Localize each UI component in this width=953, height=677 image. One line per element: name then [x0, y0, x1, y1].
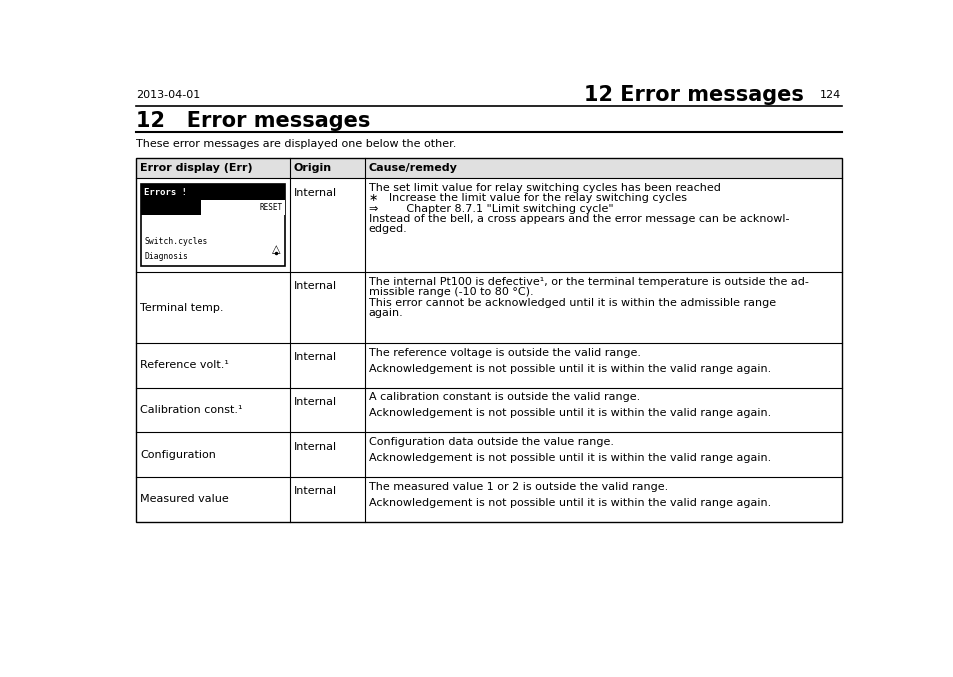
Text: Diagnosis: Diagnosis — [144, 252, 188, 261]
Text: These error messages are displayed one below the other.: These error messages are displayed one b… — [136, 139, 456, 150]
Bar — [141, 200, 201, 215]
Text: Acknowledgement is not possible until it is within the valid range again.: Acknowledgement is not possible until it… — [369, 498, 770, 508]
Text: 2013-04-01: 2013-04-01 — [136, 90, 200, 100]
Text: Switch.cycles: Switch.cycles — [144, 237, 207, 246]
Text: Cause/remedy: Cause/remedy — [369, 163, 457, 173]
Text: Origin: Origin — [294, 163, 332, 173]
Text: The measured value 1 or 2 is outside the valid range.: The measured value 1 or 2 is outside the… — [369, 481, 667, 492]
Text: Instead of the bell, a cross appears and the error message can be acknowl-: Instead of the bell, a cross appears and… — [369, 214, 788, 224]
Text: A calibration constant is outside the valid range.: A calibration constant is outside the va… — [369, 392, 639, 402]
Text: Terminal temp.: Terminal temp. — [140, 303, 223, 313]
Text: RESET: RESET — [259, 203, 282, 212]
Text: Acknowledgement is not possible until it is within the valid range again.: Acknowledgement is not possible until it… — [369, 364, 770, 374]
Bar — [136, 158, 841, 178]
Text: ⇒        Chapter 8.7.1 "Limit switching cycle": ⇒ Chapter 8.7.1 "Limit switching cycle" — [369, 204, 613, 214]
Text: Error display (Err): Error display (Err) — [140, 163, 253, 173]
Text: The set limit value for relay switching cycles has been reached: The set limit value for relay switching … — [369, 183, 720, 193]
Text: Errors !: Errors ! — [144, 188, 187, 197]
Text: missible range (-10 to 80 °C).: missible range (-10 to 80 °C). — [369, 287, 533, 297]
Text: Measured value: Measured value — [140, 494, 229, 504]
Text: The internal Pt100 is defective¹, or the terminal temperature is outside the ad-: The internal Pt100 is defective¹, or the… — [369, 277, 808, 287]
Text: △: △ — [272, 244, 280, 254]
Text: Internal: Internal — [294, 441, 336, 452]
Text: Internal: Internal — [294, 486, 336, 496]
Text: Configuration: Configuration — [140, 450, 215, 460]
Bar — [141, 184, 285, 200]
Text: Internal: Internal — [294, 282, 336, 291]
Text: The reference voltage is outside the valid range.: The reference voltage is outside the val… — [369, 348, 640, 357]
Text: 124: 124 — [820, 90, 841, 100]
Text: Internal: Internal — [294, 188, 336, 198]
Text: Internal: Internal — [294, 397, 336, 407]
Text: 12 Error messages: 12 Error messages — [583, 85, 803, 105]
Text: This error cannot be acknowledged until it is within the admissible range: This error cannot be acknowledged until … — [369, 298, 775, 307]
Bar — [136, 158, 841, 522]
Bar — [141, 184, 285, 266]
Text: Calibration const.¹: Calibration const.¹ — [140, 405, 242, 415]
Text: Acknowledgement is not possible until it is within the valid range again.: Acknowledgement is not possible until it… — [369, 408, 770, 418]
Text: 12   Error messages: 12 Error messages — [136, 111, 371, 131]
Text: again.: again. — [369, 308, 403, 318]
Bar — [201, 200, 285, 215]
Text: Configuration data outside the value range.: Configuration data outside the value ran… — [369, 437, 613, 447]
Text: Internal: Internal — [294, 352, 336, 362]
Text: Reference volt.¹: Reference volt.¹ — [140, 360, 229, 370]
Text: Acknowledgement is not possible until it is within the valid range again.: Acknowledgement is not possible until it… — [369, 453, 770, 463]
Text: edged.: edged. — [369, 225, 407, 234]
Text: ∗   Increase the limit value for the relay switching cycles: ∗ Increase the limit value for the relay… — [369, 193, 686, 203]
